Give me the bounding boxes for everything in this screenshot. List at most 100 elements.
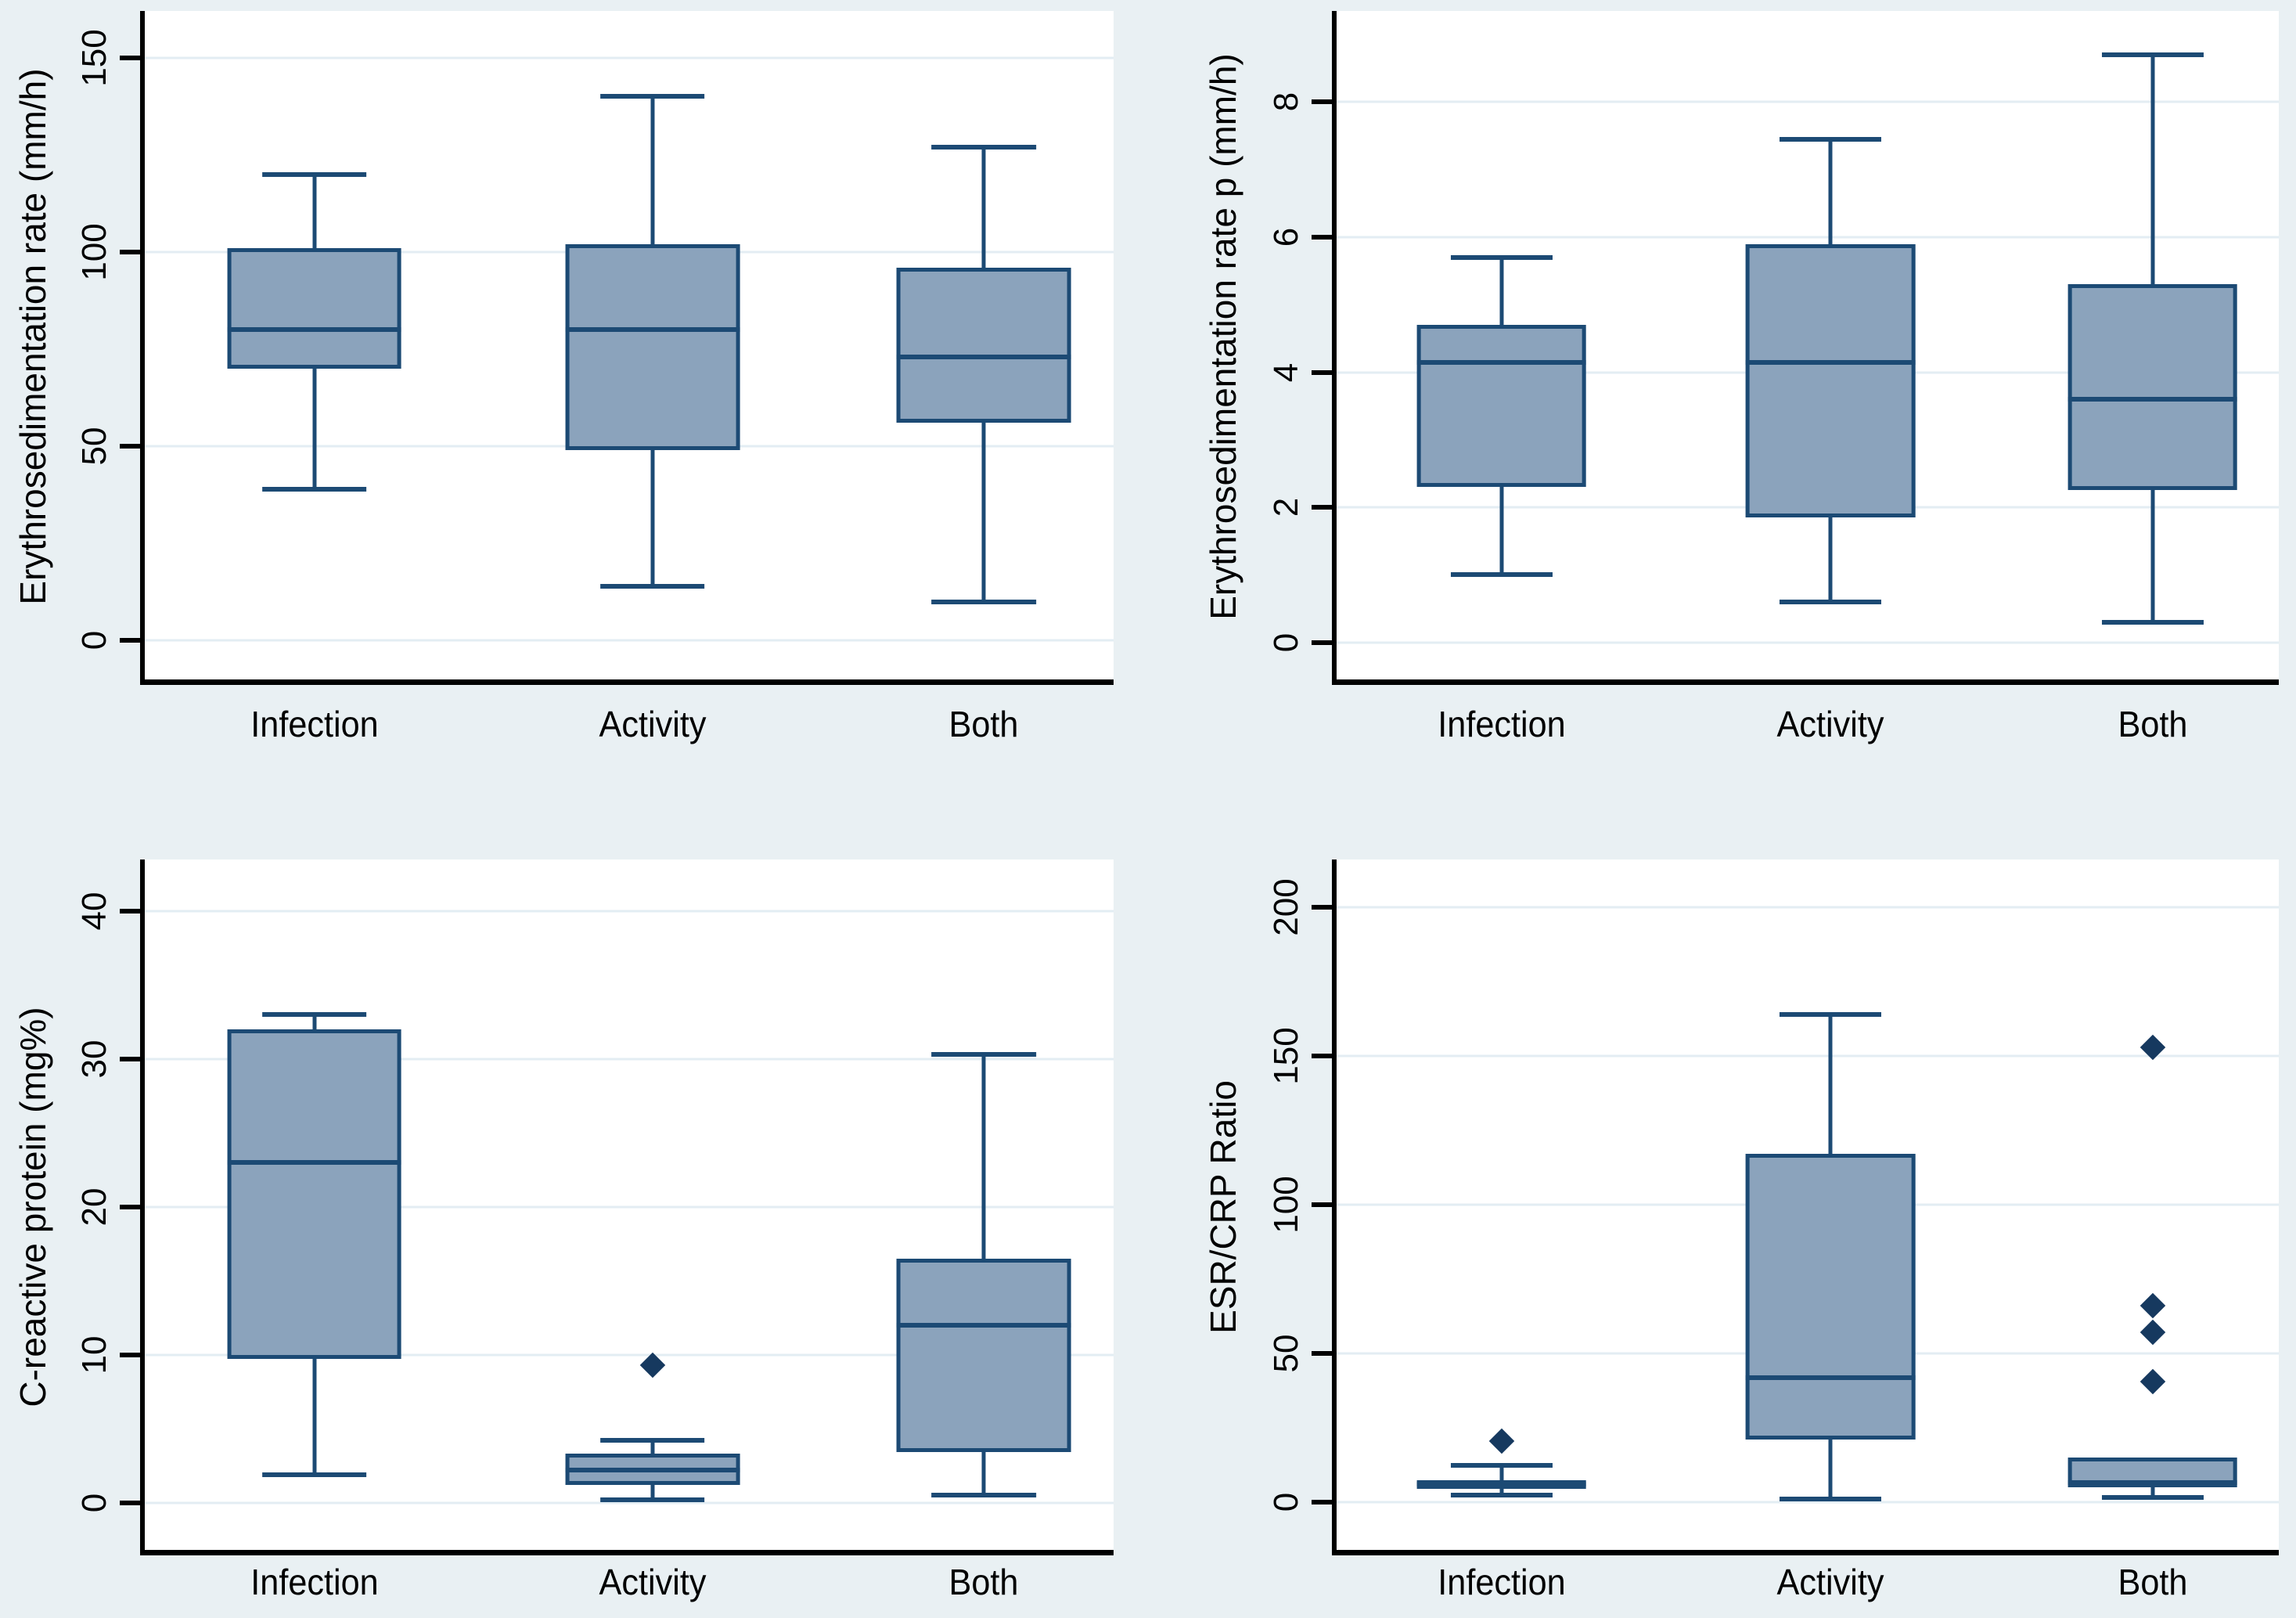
whisker-lower-stem <box>2150 490 2155 622</box>
whisker-lower-cap <box>1779 599 1881 604</box>
whisker-lower-stem <box>2150 1487 2155 1498</box>
y-tick-label: 50 <box>1267 1334 1305 1373</box>
category-label-infection: Infection <box>250 1562 379 1602</box>
whisker-lower-stem <box>981 1452 986 1496</box>
median-line <box>1745 359 1916 365</box>
whisker-upper-cap <box>1779 1011 1881 1017</box>
gridline <box>145 1353 1114 1357</box>
box-both <box>896 267 1071 423</box>
y-tick-mark <box>120 249 140 254</box>
whisker-lower-cap <box>2101 619 2204 625</box>
outlier-diamond <box>1488 1428 1514 1454</box>
median-line <box>896 1322 1071 1328</box>
whisker-upper-cap <box>931 144 1036 150</box>
whisker-upper-stem <box>1828 139 1833 244</box>
whisker-lower-stem <box>312 1359 317 1475</box>
y-tick-label: 40 <box>75 892 113 931</box>
whisker-lower-stem <box>981 423 986 602</box>
whisker-lower-cap <box>1450 1493 1553 1498</box>
y-tick-label: 10 <box>75 1335 113 1375</box>
whisker-upper-stem <box>650 96 655 244</box>
category-label-infection: Infection <box>250 704 379 744</box>
whisker-lower-cap <box>2101 1495 2204 1501</box>
gridline <box>145 56 1114 59</box>
median-line <box>896 354 1071 359</box>
whisker-lower-stem <box>1828 1440 1833 1500</box>
y-tick-mark <box>1312 1500 1332 1505</box>
box-infection <box>227 1029 402 1360</box>
median-line <box>565 1468 740 1472</box>
panel-esr: Erythrosedimentation rate (mm/h) 0 50 100 1… <box>0 0 1148 809</box>
y-tick-mark <box>1312 1202 1332 1207</box>
y-tick-mark <box>1312 234 1332 240</box>
median-line <box>565 327 740 333</box>
y-tick-mark <box>1312 99 1332 105</box>
whisker-upper-stem <box>1828 1014 1833 1155</box>
box-infection <box>227 247 402 369</box>
y-tick-mark <box>120 444 140 449</box>
category-label-both: Both <box>948 1562 1019 1602</box>
y-tick-label: 50 <box>75 427 113 466</box>
y-tick-label: 0 <box>75 631 113 650</box>
whisker-upper-stem <box>981 146 986 268</box>
whisker-lower-stem <box>1499 487 1504 575</box>
category-label-both: Both <box>2118 1562 2188 1602</box>
gridline <box>1337 236 2279 239</box>
whisker-upper-stem <box>312 1014 317 1030</box>
whisker-lower-cap <box>1450 572 1553 578</box>
median-line <box>1416 1482 1587 1487</box>
category-label-activity: Activity <box>1776 1562 1884 1602</box>
y-tick-label: 100 <box>75 223 113 281</box>
gridline <box>1337 906 2279 909</box>
y-tick-mark <box>120 1352 140 1357</box>
category-label-infection: Infection <box>1437 704 1566 744</box>
y-axis-label: Erythrosedimentation rate (mm/h) <box>13 68 53 605</box>
whisker-upper-cap <box>931 1052 1036 1058</box>
gridline <box>1337 1501 2279 1504</box>
whisker-upper-stem <box>2150 55 2155 285</box>
panel-crp: C-reactive protein (mg%) 0 10 20 30 40 Infect… <box>0 809 1148 1618</box>
whisker-upper-stem <box>1499 257 1504 326</box>
panel-esr-crp-ratio: ESR/CRP Ratio 0 50 100 150 200 Infection Activ… <box>1148 809 2296 1618</box>
gridline <box>145 639 1114 642</box>
whisker-upper-cap <box>599 94 705 99</box>
whisker-lower-stem <box>1828 517 1833 602</box>
box-infection <box>1416 325 1587 488</box>
outlier-diamond <box>2139 1292 2165 1319</box>
box-activity <box>565 243 740 451</box>
y-tick-mark <box>120 55 140 60</box>
whisker-upper-cap <box>1450 1462 1553 1468</box>
panel-esr-p: Erythrosedimentation rate p (mm/h) 0 2 4 6 8… <box>1148 0 2296 809</box>
whisker-lower-cap <box>931 599 1036 604</box>
whisker-upper-stem <box>650 1440 655 1454</box>
y-tick-mark <box>1312 1053 1332 1058</box>
y-tick-label: 30 <box>75 1040 113 1079</box>
gridline <box>145 910 1114 913</box>
whisker-lower-cap <box>599 583 705 589</box>
median-line <box>227 327 402 333</box>
y-tick-mark <box>120 638 140 643</box>
outlier-diamond <box>2139 1320 2165 1346</box>
plot-area: 0 50 100 150 Infection Activity Both <box>75 11 1114 744</box>
y-tick-mark <box>120 1056 140 1061</box>
gridline <box>145 1501 1114 1504</box>
y-tick-label: 0 <box>1267 1492 1305 1512</box>
y-tick-mark <box>120 1500 140 1505</box>
whisker-lower-cap <box>931 1493 1036 1498</box>
gridline <box>1337 100 2279 103</box>
whisker-upper-stem <box>312 174 317 248</box>
median-line <box>2067 397 2238 402</box>
y-tick-label: 0 <box>1267 632 1305 652</box>
y-tick-label: 0 <box>75 1493 113 1512</box>
gridline <box>145 1058 1114 1061</box>
plot-area: 0 10 20 30 40 Infection Activity Both <box>75 859 1114 1602</box>
category-label-activity: Activity <box>599 1562 707 1602</box>
y-tick-mark <box>1312 369 1332 375</box>
plot-area: 0 2 4 6 8 Infection Activity Both <box>1267 11 2279 744</box>
category-label-activity: Activity <box>1776 704 1884 744</box>
gridline <box>1337 641 2279 644</box>
whisker-lower-cap <box>261 1472 367 1477</box>
y-tick-mark <box>120 909 140 914</box>
y-tick-label: 100 <box>1267 1176 1305 1234</box>
